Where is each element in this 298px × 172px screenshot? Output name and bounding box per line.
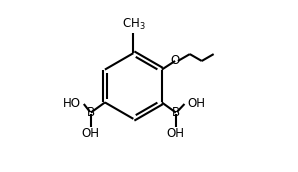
Text: B: B <box>87 106 95 119</box>
Text: OH: OH <box>82 127 100 140</box>
Text: B: B <box>172 106 180 119</box>
Text: CH$_3$: CH$_3$ <box>122 17 145 32</box>
Text: OH: OH <box>188 97 206 110</box>
Text: OH: OH <box>167 127 185 140</box>
Text: HO: HO <box>63 97 81 110</box>
Text: O: O <box>170 55 180 67</box>
